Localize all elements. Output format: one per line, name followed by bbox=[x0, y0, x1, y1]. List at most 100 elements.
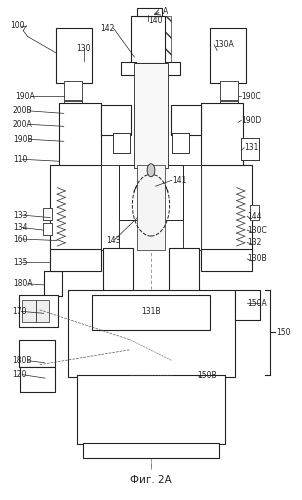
Text: 132: 132 bbox=[247, 238, 262, 247]
Bar bbox=[68, 290, 235, 377]
Bar bbox=[172, 133, 188, 153]
Bar bbox=[131, 16, 148, 63]
Text: 110: 110 bbox=[13, 155, 27, 164]
Bar bbox=[59, 103, 101, 168]
Text: A: A bbox=[163, 7, 168, 16]
Text: 140: 140 bbox=[148, 16, 162, 25]
Bar bbox=[114, 133, 130, 153]
Bar bbox=[250, 205, 259, 220]
Bar bbox=[64, 102, 82, 118]
Text: 100: 100 bbox=[10, 21, 24, 30]
Bar bbox=[36, 300, 50, 322]
Bar bbox=[114, 133, 130, 153]
Text: 133: 133 bbox=[13, 210, 27, 220]
Bar bbox=[50, 165, 101, 250]
Bar bbox=[201, 165, 252, 250]
Text: Фиг. 2А: Фиг. 2А bbox=[130, 476, 172, 486]
Bar bbox=[220, 82, 238, 100]
Bar bbox=[101, 106, 131, 136]
Text: 190D: 190D bbox=[241, 116, 262, 125]
Bar bbox=[171, 106, 201, 136]
Bar bbox=[19, 295, 58, 328]
Text: 142: 142 bbox=[100, 24, 114, 32]
Bar bbox=[137, 165, 165, 250]
Bar bbox=[172, 133, 188, 153]
Text: 190A: 190A bbox=[15, 92, 35, 101]
Bar bbox=[241, 138, 259, 160]
Bar bbox=[241, 138, 259, 160]
Bar bbox=[201, 248, 252, 271]
Text: 190B: 190B bbox=[13, 135, 32, 144]
Bar bbox=[64, 102, 82, 118]
Bar bbox=[250, 205, 259, 220]
Text: 141: 141 bbox=[172, 176, 186, 184]
Text: 200B: 200B bbox=[13, 106, 32, 116]
Bar bbox=[165, 62, 180, 76]
Bar bbox=[201, 103, 243, 168]
Bar bbox=[19, 340, 55, 367]
Bar bbox=[64, 82, 82, 100]
Bar bbox=[201, 165, 252, 250]
Text: 131: 131 bbox=[244, 144, 259, 152]
Bar bbox=[121, 62, 136, 76]
Text: 200A: 200A bbox=[13, 120, 33, 129]
Text: 180B: 180B bbox=[12, 356, 32, 365]
Bar bbox=[50, 248, 101, 271]
Text: 120: 120 bbox=[12, 370, 27, 379]
Bar bbox=[220, 102, 238, 118]
Bar bbox=[43, 222, 52, 235]
Text: 130B: 130B bbox=[247, 254, 267, 264]
Bar bbox=[64, 134, 79, 148]
Text: 180A: 180A bbox=[13, 280, 32, 288]
Bar bbox=[43, 208, 52, 220]
Bar bbox=[183, 165, 201, 250]
Text: 131B: 131B bbox=[141, 307, 161, 316]
Text: 150A: 150A bbox=[247, 299, 267, 308]
Bar bbox=[22, 300, 36, 322]
Bar bbox=[165, 62, 180, 76]
Bar bbox=[59, 103, 101, 168]
Text: 144: 144 bbox=[247, 212, 262, 220]
Bar bbox=[134, 63, 168, 168]
Bar bbox=[44, 271, 62, 296]
Text: 130A: 130A bbox=[214, 40, 234, 49]
Text: 150B: 150B bbox=[198, 371, 217, 380]
Bar bbox=[44, 271, 62, 296]
Bar bbox=[56, 28, 92, 83]
Text: 150: 150 bbox=[276, 328, 290, 337]
Bar bbox=[68, 290, 235, 377]
Bar bbox=[64, 119, 82, 133]
Bar bbox=[137, 8, 162, 16]
Bar bbox=[210, 28, 246, 83]
Bar bbox=[220, 102, 238, 118]
Bar bbox=[235, 290, 260, 320]
Bar bbox=[64, 119, 82, 133]
Bar bbox=[20, 367, 55, 392]
Bar bbox=[220, 119, 238, 133]
Bar bbox=[137, 8, 149, 16]
Bar bbox=[43, 222, 52, 235]
Bar bbox=[210, 28, 246, 83]
Bar bbox=[50, 165, 101, 250]
Bar bbox=[169, 248, 199, 292]
Bar bbox=[50, 248, 101, 271]
Bar bbox=[83, 444, 219, 458]
Bar bbox=[171, 106, 201, 136]
Bar bbox=[77, 374, 225, 444]
Bar bbox=[169, 248, 199, 292]
Circle shape bbox=[147, 164, 155, 176]
Bar bbox=[19, 340, 55, 367]
Bar bbox=[121, 62, 136, 76]
Bar bbox=[101, 165, 119, 250]
Bar bbox=[43, 208, 52, 220]
Bar bbox=[77, 374, 225, 444]
Bar bbox=[103, 248, 133, 292]
Text: 170: 170 bbox=[12, 307, 27, 316]
Bar bbox=[235, 290, 260, 320]
Bar bbox=[83, 444, 219, 458]
Bar bbox=[201, 248, 252, 271]
Bar bbox=[101, 165, 119, 250]
Bar bbox=[201, 103, 243, 168]
Bar bbox=[220, 119, 238, 133]
Bar bbox=[101, 106, 131, 136]
